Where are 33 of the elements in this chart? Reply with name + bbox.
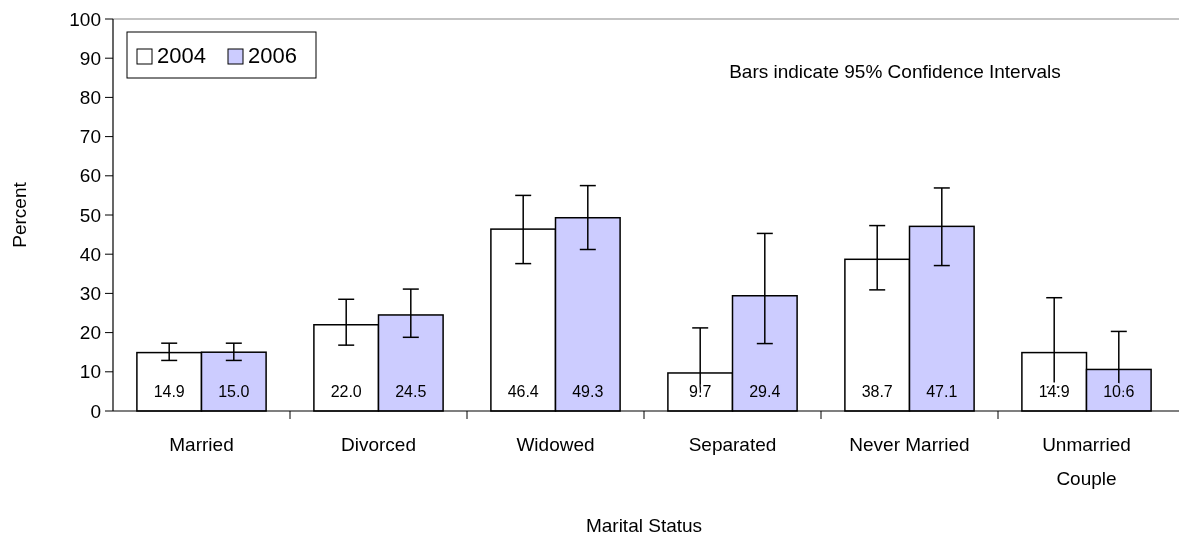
y-tick-label: 90 [79,47,101,69]
y-tick-label: 30 [79,283,101,305]
x-tick-label: Widowed [516,434,595,455]
x-axis-title: Marital Status [585,515,703,536]
data-label: 22.0 [330,383,362,400]
y-tick-label: 20 [79,322,101,344]
legend-label: 2004 [157,43,206,68]
data-label: 15.0 [218,383,250,400]
y-tick-label: 100 [69,8,101,30]
y-tick-label: 40 [79,243,101,265]
data-label: 10.6 [1103,383,1135,400]
data-label: 38.7 [861,383,893,400]
y-tick-label: 60 [79,165,101,187]
x-tick-label: Unmarried Couple [1042,434,1131,489]
data-label: 49.3 [572,383,604,400]
legend-label: 2006 [248,43,297,68]
data-label: 24.5 [395,383,427,400]
y-tick-label: 10 [79,361,101,383]
data-label: 46.4 [507,383,539,400]
data-label: 14.9 [1038,383,1070,400]
x-tick-label: Never Married [849,434,970,455]
data-label: 14.9 [153,383,185,400]
y-tick-label: 50 [79,204,101,226]
y-tick-label: 0 [90,400,101,422]
data-label: 47.1 [926,383,958,400]
x-tick-label: Separated [688,434,777,455]
y-axis-title: Percent [9,181,30,248]
y-tick-label: 80 [79,87,101,109]
x-tick-label: Married [169,434,234,455]
x-tick-label: Divorced [341,434,416,455]
annotation: Bars indicate 95% Confidence Intervals [729,61,1061,82]
data-label: 29.4 [749,383,781,400]
y-tick-label: 70 [79,126,101,148]
